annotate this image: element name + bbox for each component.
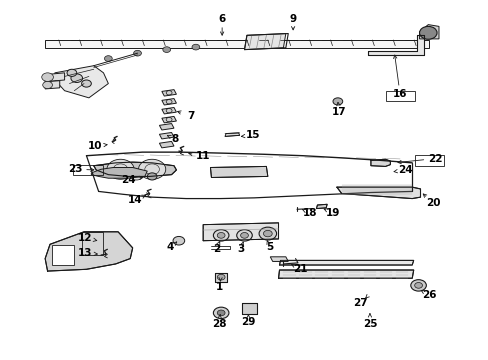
Polygon shape	[162, 90, 176, 96]
Text: 4: 4	[166, 242, 174, 252]
Circle shape	[240, 233, 248, 238]
Polygon shape	[224, 133, 239, 136]
Text: 15: 15	[245, 130, 260, 140]
Text: 24: 24	[398, 165, 412, 175]
Polygon shape	[419, 24, 438, 39]
Text: 21: 21	[293, 264, 307, 274]
Circle shape	[81, 80, 91, 87]
Text: 2: 2	[212, 244, 220, 253]
Text: 9: 9	[289, 14, 296, 23]
Text: 8: 8	[171, 134, 179, 144]
Circle shape	[263, 230, 272, 237]
Polygon shape	[162, 99, 176, 105]
Polygon shape	[45, 40, 428, 48]
Polygon shape	[45, 73, 64, 82]
Circle shape	[138, 159, 165, 179]
Circle shape	[42, 81, 52, 89]
Text: 10: 10	[87, 141, 102, 151]
Circle shape	[217, 233, 224, 238]
Polygon shape	[215, 273, 227, 282]
Polygon shape	[91, 167, 147, 178]
Polygon shape	[203, 223, 278, 241]
Circle shape	[133, 50, 141, 56]
Polygon shape	[210, 166, 267, 177]
Text: 18: 18	[302, 208, 317, 218]
Polygon shape	[270, 257, 287, 261]
Polygon shape	[159, 141, 174, 148]
Text: 16: 16	[392, 89, 407, 99]
Circle shape	[213, 307, 228, 319]
Polygon shape	[241, 303, 256, 314]
Polygon shape	[336, 187, 420, 199]
Circle shape	[410, 280, 426, 291]
Circle shape	[419, 26, 436, 39]
Polygon shape	[45, 232, 132, 271]
Circle shape	[332, 98, 342, 105]
Polygon shape	[159, 132, 174, 139]
Polygon shape	[159, 123, 174, 130]
Polygon shape	[162, 108, 176, 114]
Circle shape	[41, 73, 53, 81]
Polygon shape	[279, 260, 413, 265]
Text: 28: 28	[211, 319, 226, 329]
Text: 17: 17	[331, 107, 346, 117]
Text: 19: 19	[325, 208, 340, 218]
Circle shape	[173, 237, 184, 245]
Text: 29: 29	[241, 317, 255, 327]
Circle shape	[213, 230, 228, 241]
Polygon shape	[94, 162, 176, 176]
Circle shape	[163, 47, 170, 53]
Text: 11: 11	[196, 151, 210, 161]
Bar	[52, 246, 74, 265]
Text: 27: 27	[352, 298, 367, 308]
Circle shape	[259, 227, 276, 240]
Text: 12: 12	[78, 233, 92, 243]
Text: 20: 20	[425, 198, 440, 208]
Text: 25: 25	[362, 319, 376, 329]
Circle shape	[236, 230, 252, 241]
Text: 13: 13	[78, 248, 92, 258]
Circle shape	[147, 173, 157, 180]
Circle shape	[414, 283, 422, 288]
Circle shape	[107, 159, 134, 179]
Text: 7: 7	[187, 111, 194, 121]
Text: 1: 1	[216, 282, 223, 292]
Polygon shape	[45, 81, 60, 89]
Polygon shape	[278, 270, 413, 278]
Circle shape	[217, 274, 224, 280]
Circle shape	[71, 74, 82, 82]
Text: 26: 26	[421, 290, 436, 300]
Polygon shape	[370, 159, 389, 166]
Text: 24: 24	[121, 175, 136, 185]
Text: 3: 3	[237, 244, 244, 253]
Text: 5: 5	[265, 242, 273, 252]
Circle shape	[217, 310, 224, 316]
Text: 23: 23	[68, 164, 82, 174]
Polygon shape	[368, 35, 424, 55]
Circle shape	[129, 169, 143, 180]
Polygon shape	[162, 116, 176, 123]
Polygon shape	[55, 66, 108, 98]
Circle shape	[67, 69, 77, 76]
Circle shape	[104, 56, 112, 62]
Text: 14: 14	[127, 195, 142, 204]
Text: 6: 6	[218, 14, 225, 23]
Polygon shape	[244, 33, 285, 50]
Circle shape	[192, 44, 200, 50]
Polygon shape	[316, 204, 326, 208]
Text: 22: 22	[427, 154, 442, 163]
